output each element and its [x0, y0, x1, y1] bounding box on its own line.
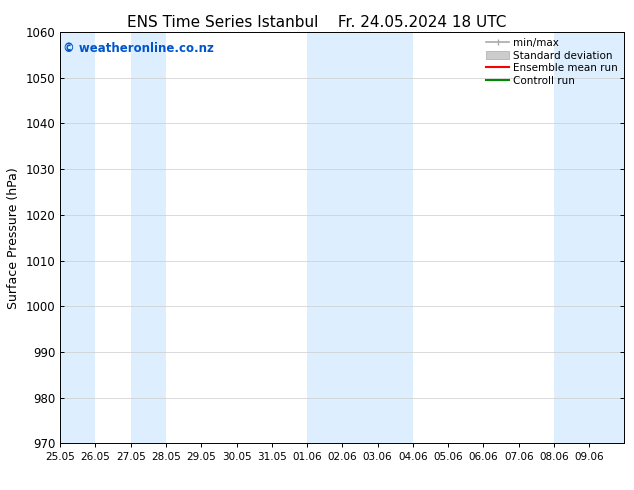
Bar: [60, 32, 96, 443]
Text: © weatheronline.co.nz: © weatheronline.co.nz: [63, 42, 214, 55]
Bar: [378, 32, 413, 443]
Bar: [589, 32, 624, 443]
Text: ENS Time Series Istanbul    Fr. 24.05.2024 18 UTC: ENS Time Series Istanbul Fr. 24.05.2024 …: [127, 15, 507, 30]
Bar: [554, 32, 589, 443]
Y-axis label: Surface Pressure (hPa): Surface Pressure (hPa): [7, 167, 20, 309]
Legend: min/max, Standard deviation, Ensemble mean run, Controll run: min/max, Standard deviation, Ensemble me…: [483, 35, 621, 89]
Bar: [307, 32, 342, 443]
Bar: [131, 32, 166, 443]
Bar: [342, 32, 378, 443]
